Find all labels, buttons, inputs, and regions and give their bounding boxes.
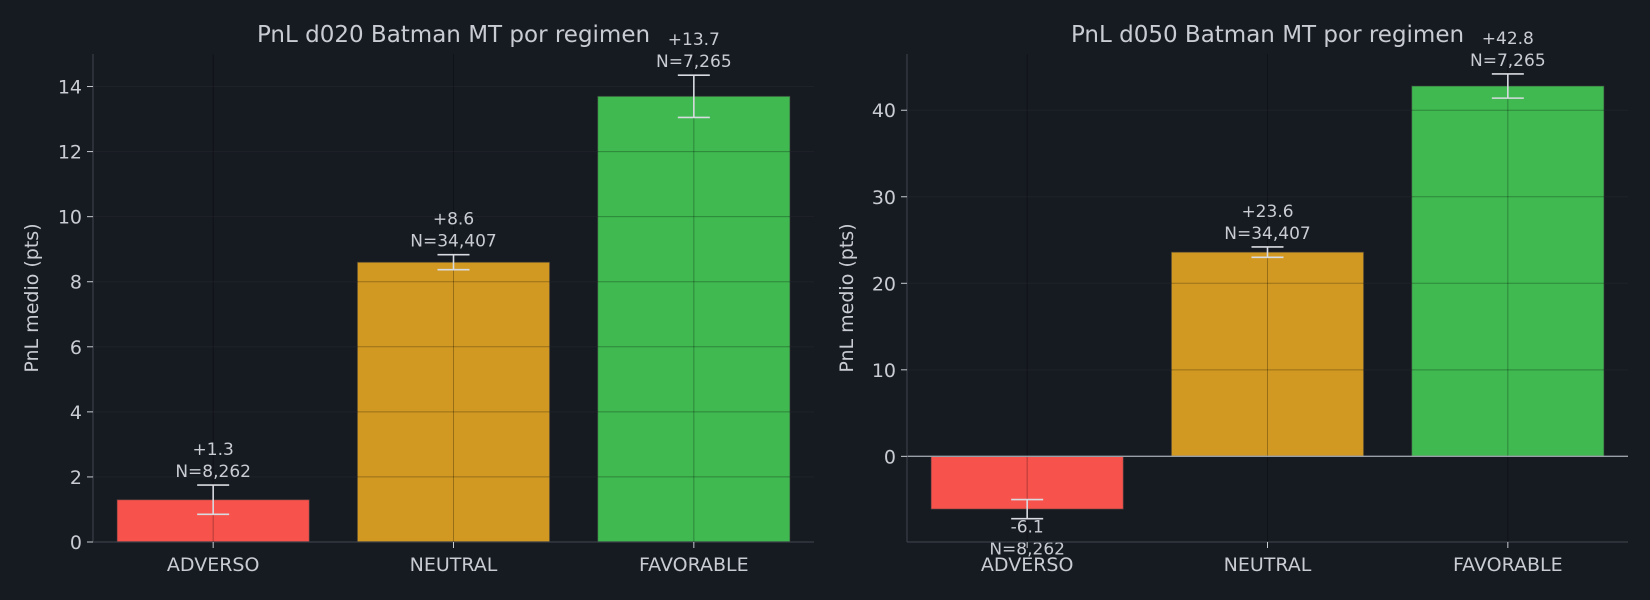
y-tick-label: 10 (58, 207, 82, 229)
y-axis-label: PnL medio (pts) (836, 223, 858, 372)
y-tick-label: 4 (70, 402, 82, 424)
bar-favorable (1411, 85, 1605, 457)
y-tick-label: 14 (58, 77, 82, 99)
bar-value-label: +42.8 (1482, 29, 1534, 49)
chart-panel-d020: PnL d020 Batman MT por regimen PnL medio… (21, 22, 814, 576)
x-tick-label: ADVERSO (167, 554, 260, 576)
x-tick-label: FAVORABLE (1453, 554, 1563, 576)
bar-value-label: +1.3 (193, 440, 234, 460)
bar-count-label: N=7,265 (1470, 51, 1546, 71)
y-tick-label: 6 (70, 337, 82, 359)
bar-value-label: +23.6 (1241, 202, 1293, 222)
y-tick-label: 0 (884, 446, 896, 468)
bar-favorable (597, 95, 791, 543)
y-tick-label: 30 (872, 187, 896, 209)
y-tick-label: 12 (58, 142, 82, 164)
chart-title: PnL d020 Batman MT por regimen (257, 22, 650, 48)
bar-neutral (1170, 251, 1365, 457)
y-tick-label: 10 (872, 360, 896, 382)
bar-count-label: N=34,407 (1224, 224, 1310, 244)
y-tick-label: 2 (70, 467, 82, 489)
y-tick-label: 8 (70, 272, 82, 294)
y-tick-label: 0 (70, 532, 82, 554)
bar-value-label: +13.7 (668, 30, 720, 50)
bar-count-label: N=8,262 (175, 462, 251, 482)
y-tick-label: 40 (872, 100, 896, 122)
bar-neutral (356, 261, 551, 543)
bar-count-label: N=8,262 (989, 540, 1065, 560)
chart-panel-d050: PnL d050 Batman MT por regimen PnL medio… (836, 22, 1628, 576)
x-tick-label: FAVORABLE (639, 554, 749, 576)
chart-title: PnL d050 Batman MT por regimen (1071, 22, 1464, 48)
bar-value-label: +8.6 (433, 210, 474, 230)
x-tick-label: NEUTRAL (1224, 554, 1312, 576)
bar-value-label: -6.1 (1011, 518, 1044, 538)
bar-count-label: N=34,407 (410, 232, 496, 252)
x-tick-label: NEUTRAL (410, 554, 498, 576)
y-tick-label: 20 (872, 273, 896, 295)
bar-count-label: N=7,265 (656, 52, 732, 72)
x-tick-label: ADVERSO (981, 554, 1074, 576)
y-axis-label: PnL medio (pts) (21, 223, 43, 372)
